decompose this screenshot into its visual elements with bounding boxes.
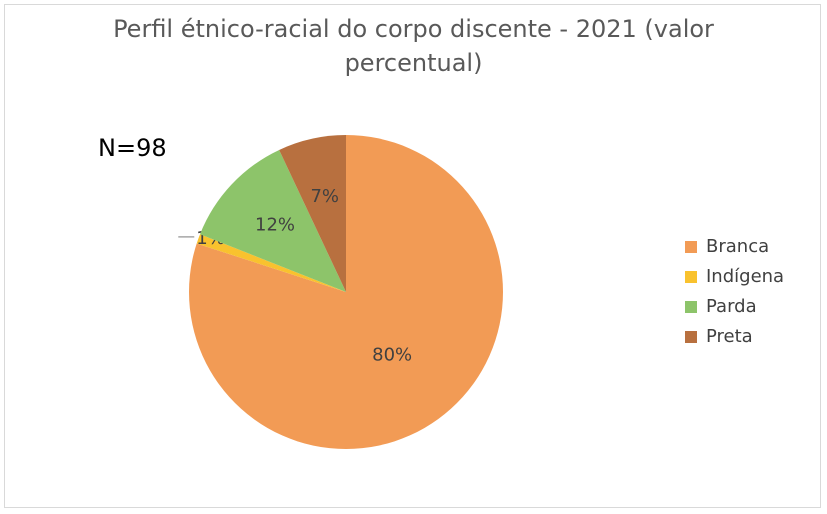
pie-slice (196, 234, 346, 292)
legend-swatch (685, 331, 697, 343)
data-label: 80% (372, 345, 412, 366)
legend-swatch (685, 301, 697, 313)
annotation: N=98 (98, 134, 167, 162)
legend-swatch (685, 241, 697, 253)
pie-slice (279, 135, 346, 292)
data-label: 7% (310, 186, 339, 207)
legend-swatch (685, 271, 697, 283)
pie-slice (200, 149, 346, 292)
legend-label: Preta (706, 326, 753, 347)
chart-title: Perfil étnico-racial do corpo discente -… (113, 15, 714, 77)
legend-label: Indígena (706, 266, 784, 287)
legend-label: Branca (706, 236, 769, 257)
data-label: 12% (255, 214, 295, 235)
chart-frame (4, 4, 821, 508)
legend-label: Parda (706, 296, 757, 317)
